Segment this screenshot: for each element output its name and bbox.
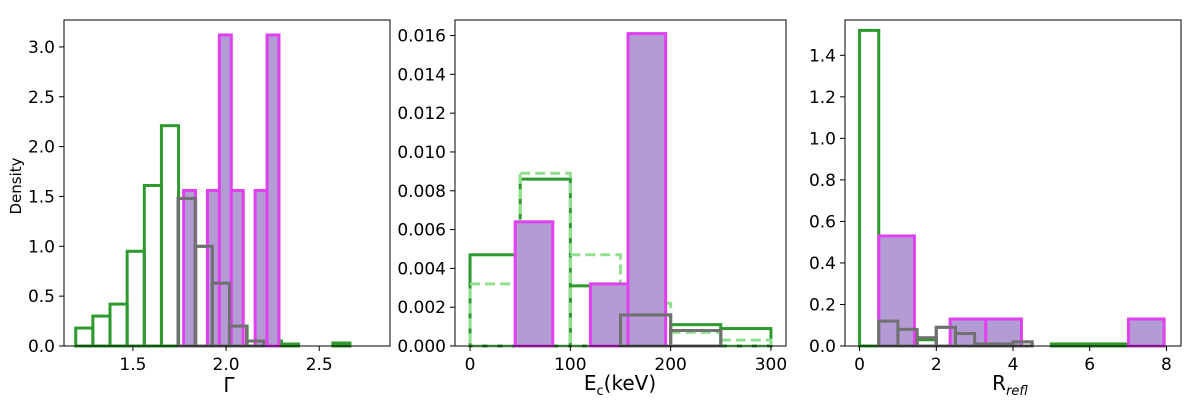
- bar-panel1-purple-0: [513, 220, 555, 348]
- x-tick-label-1-3: 300: [755, 355, 787, 375]
- y-tick-label-2-3: 0.6: [809, 212, 836, 232]
- y-tick-label-1-6: 0.012: [397, 104, 446, 124]
- x-tick-label-0-2: 2.5: [306, 355, 333, 375]
- bar-panel1-green-0: [468, 253, 522, 348]
- y-tick-label-1-0: 0.000: [397, 337, 446, 357]
- bar-panel1-purple-3: [626, 32, 668, 348]
- bar-panel0-green-5: [159, 124, 181, 348]
- y-tick-label-2-4: 0.8: [809, 171, 836, 191]
- bar-panel2-purple-7: [1126, 317, 1166, 348]
- x-axis-label-ec-unit: (keV): [604, 371, 656, 395]
- y-tick-label-2-0: 0.0: [809, 337, 836, 357]
- y-tick-label-2-7: 1.4: [809, 46, 836, 66]
- y-tick-label-1-8: 0.016: [397, 27, 446, 47]
- chart-panel-ec: 0 100 200 300 0.000 0.002 0.004 0.006 0.008 0.010…: [397, 19, 787, 375]
- bar-panel0-purple-6: [253, 188, 269, 348]
- axes-frame-1: [454, 19, 787, 347]
- y-tick-label-2-2: 0.4: [809, 254, 836, 274]
- y-axis-label: Density: [7, 157, 25, 214]
- bar-panel1-green-4: [669, 323, 723, 348]
- bar-panel2-green-0: [858, 28, 881, 348]
- bar-panel0-green-0: [74, 326, 95, 348]
- y-tick-label-1-1: 0.002: [397, 298, 446, 318]
- x-axis-label-rrefl: Rrefl: [992, 371, 1028, 399]
- bar-panel0-green-4: [142, 183, 163, 348]
- y-tick-label-0-4: 2.0: [28, 138, 55, 158]
- x-tick-label-2-4: 8: [1161, 355, 1172, 375]
- chart-panel-gamma: 1.5 2.0 2.5 0.0 0.5 1.0 1.5 2.0 2.5 3.0: [28, 19, 391, 375]
- y-tick-label-2-6: 1.2: [809, 88, 836, 108]
- x-tick-label-1-2: 200: [654, 355, 686, 375]
- y-tick-label-1-2: 0.004: [397, 259, 446, 279]
- y-tick-label-2-5: 1.0: [809, 129, 836, 149]
- bar-panel0-purple-4: [229, 188, 245, 348]
- y-tick-label-2-1: 0.2: [809, 295, 836, 315]
- x-axis-label-ec-sub: c: [597, 384, 604, 399]
- bar-panel1-lightgreen-dashed-4: [669, 330, 723, 348]
- x-tick-label-2-3: 6: [1084, 355, 1095, 375]
- y-tick-label-0-6: 3.0: [28, 38, 55, 58]
- y-tick-label-0-0: 0.0: [28, 337, 55, 357]
- x-tick-label-2-1: 2: [931, 355, 942, 375]
- x-axis-label-ec-part: E: [584, 371, 597, 395]
- x-axis-label-rrefl-part: R: [992, 371, 1006, 395]
- y-tick-label-1-7: 0.014: [397, 65, 446, 85]
- x-tick-label-0-0: 1.5: [119, 355, 146, 375]
- x-tick-label-1-0: 0: [465, 355, 476, 375]
- y-tick-label-0-1: 0.5: [28, 287, 55, 307]
- y-tick-label-1-3: 0.006: [397, 221, 446, 241]
- bar-panel0-green-1: [91, 314, 112, 348]
- x-axis-label-gamma: Γ: [223, 373, 235, 397]
- bar-panel1-green-5: [719, 327, 773, 348]
- y-tick-label-0-2: 1.0: [28, 237, 55, 257]
- x-axis-label-ec: Ec(keV): [584, 371, 656, 399]
- y-tick-label-0-3: 1.5: [28, 187, 55, 207]
- bar-panel1-lightgreen-dashed-0: [468, 282, 522, 348]
- x-tick-label-2-0: 0: [854, 355, 865, 375]
- bar-panel2-gray-2: [915, 336, 938, 348]
- bar-panel2-purple-3: [984, 317, 1023, 348]
- y-tick-label-1-4: 0.008: [397, 182, 446, 202]
- x-tick-label-0-1: 2.0: [213, 355, 240, 375]
- bar-panel0-purple-7: [265, 33, 281, 348]
- bar-panel0-green-2: [108, 302, 129, 348]
- bar-panel0-green-3: [125, 249, 146, 348]
- y-tick-label-0-5: 2.5: [28, 88, 55, 108]
- x-axis-label-rrefl-sub: refl: [1006, 384, 1028, 399]
- axes-frame-0: [63, 19, 391, 347]
- x-tick-label-2-2: 4: [1008, 355, 1019, 375]
- x-tick-label-1-1: 100: [554, 355, 586, 375]
- bar-panel1-lightgreen-dashed-5: [719, 338, 773, 348]
- y-tick-label-1-5: 0.010: [397, 143, 446, 163]
- chart-panel-rrefl: 0 2 4 6 8 0.0 0.2 0.4 0.6 0.8 1.0 1.2 1.4: [809, 19, 1182, 375]
